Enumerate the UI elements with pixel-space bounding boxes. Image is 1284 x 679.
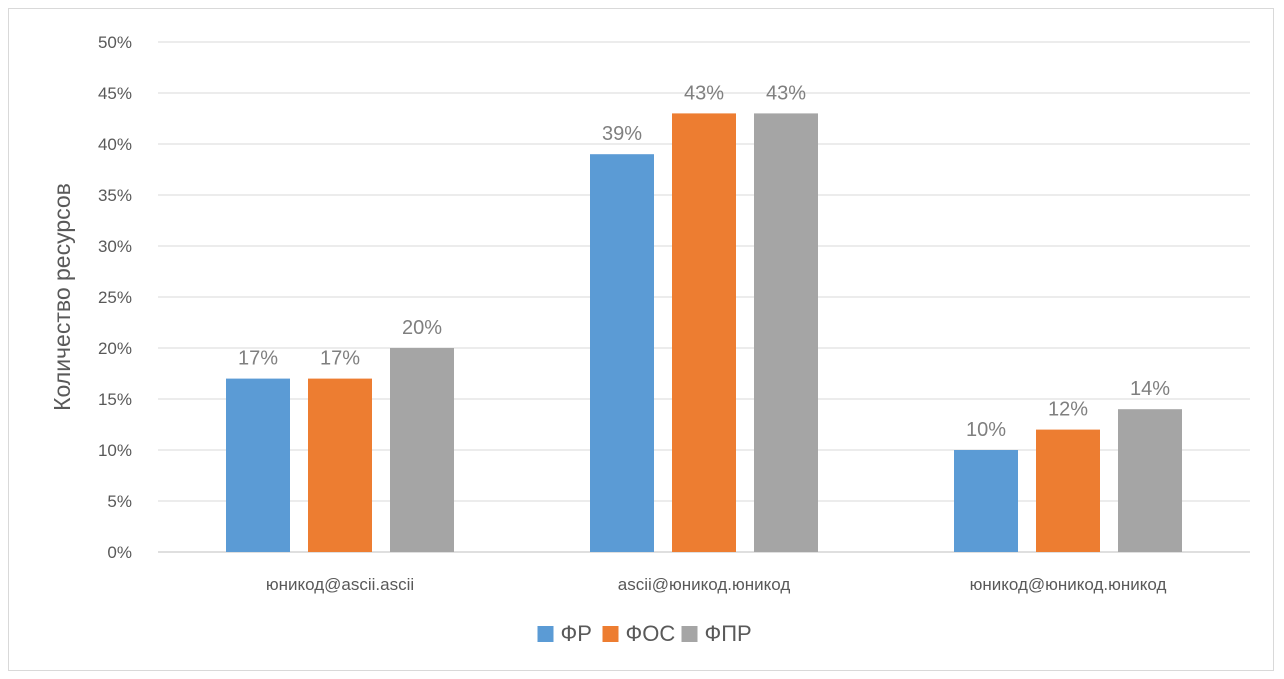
bar (390, 348, 454, 552)
x-axis-categories: юникод@ascii.ascii ascii@юникод.юникод юни… (266, 575, 1167, 594)
bar (754, 113, 818, 553)
x-category-label: юникод@ascii.ascii (266, 575, 414, 594)
data-label: 12% (1048, 399, 1088, 421)
legend-swatch (537, 626, 554, 642)
legend: ФР ФОС ФПР (537, 621, 752, 646)
legend-swatch (681, 626, 698, 642)
data-label: 14% (1130, 378, 1170, 400)
legend-label: ФОС (626, 621, 676, 646)
y-axis-ticks: 0% 5% 10% 15% 20% 25% 30% 35% 40% 45% 50% (98, 33, 132, 562)
y-tick-label: 25% (98, 288, 132, 307)
y-tick-label: 10% (98, 441, 132, 460)
y-tick-label: 50% (98, 33, 132, 52)
bar (672, 113, 736, 553)
y-tick-label: 30% (98, 237, 132, 256)
y-axis-title: Количество ресурсов (49, 183, 75, 411)
data-label: 17% (320, 348, 360, 370)
data-label: 43% (766, 82, 806, 104)
data-label: 20% (402, 317, 442, 339)
legend-swatch (602, 626, 619, 642)
legend-label: ФР (561, 621, 592, 646)
y-tick-label: 35% (98, 186, 132, 205)
y-tick-label: 20% (98, 339, 132, 358)
bar (1118, 409, 1182, 552)
data-labels: 17% 17% 20% 39% 43% 43% 10% 12% 14% (238, 82, 1170, 441)
y-tick-label: 45% (98, 84, 132, 103)
bar (590, 154, 654, 552)
bar (226, 378, 290, 552)
bar (1036, 429, 1100, 552)
x-category-label: юникод@юникод.юникод (970, 575, 1167, 594)
bar (954, 450, 1018, 552)
y-tick-label: 40% (98, 135, 132, 154)
data-label: 10% (966, 419, 1006, 441)
bars (226, 113, 1182, 553)
x-category-label: ascii@юникод.юникод (618, 575, 791, 594)
data-label: 17% (238, 348, 278, 370)
y-tick-label: 0% (107, 543, 132, 562)
y-tick-label: 15% (98, 390, 132, 409)
data-label: 43% (684, 82, 724, 104)
y-tick-label: 5% (107, 492, 132, 511)
bar (308, 378, 372, 552)
legend-label: ФПР (705, 621, 752, 646)
data-label: 39% (602, 123, 642, 145)
